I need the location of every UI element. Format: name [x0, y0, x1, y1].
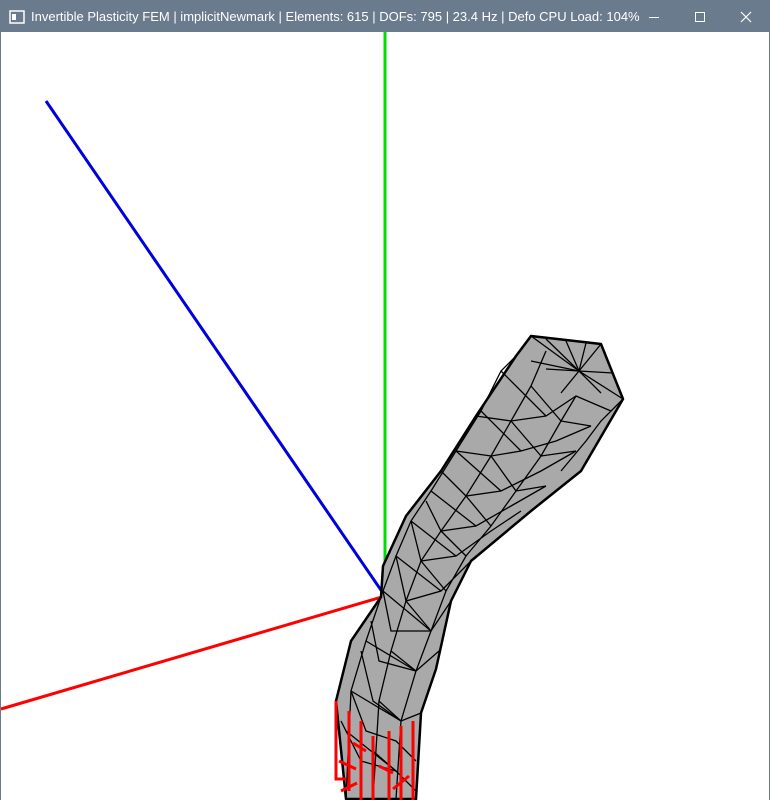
- maximize-button[interactable]: [677, 1, 723, 32]
- constraint-markers: [334, 701, 415, 800]
- opengl-viewport[interactable]: [1, 32, 769, 800]
- scene-canvas: [1, 32, 625, 800]
- x-axis: [1, 594, 386, 711]
- title-bar[interactable]: Invertible Plasticity FEM | implicitNewm…: [1, 1, 769, 32]
- z-axis: [44, 100, 387, 597]
- window-title: Invertible Plasticity FEM | implicitNewm…: [31, 9, 640, 24]
- close-button[interactable]: [723, 1, 769, 32]
- window-controls: [631, 1, 769, 32]
- minimize-button[interactable]: [631, 1, 677, 32]
- close-icon: [740, 11, 752, 22]
- app-icon: [9, 9, 25, 25]
- deformed-beam-mesh: [334, 334, 625, 800]
- maximize-icon: [695, 11, 705, 22]
- minimize-icon: [649, 16, 659, 18]
